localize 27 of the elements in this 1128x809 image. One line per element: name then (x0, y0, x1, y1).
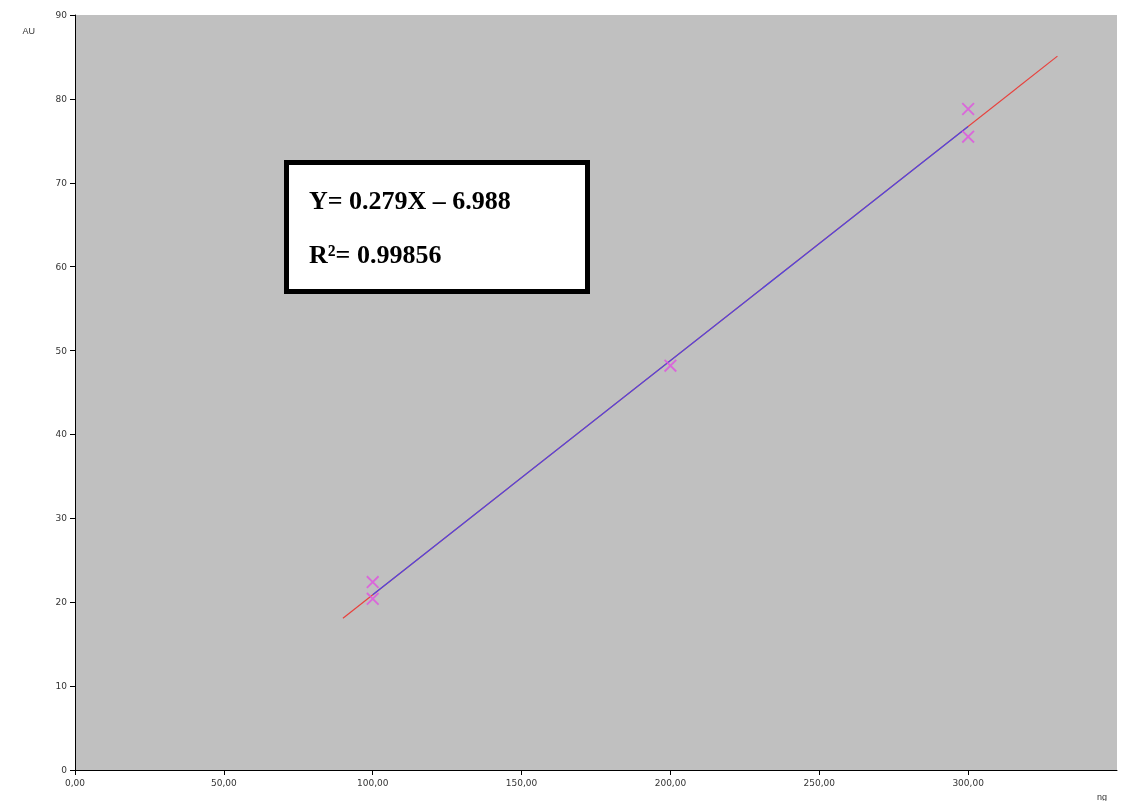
y-tick-label: 70 (55, 177, 68, 188)
y-tick-label: 50 (55, 345, 68, 356)
point (961, 130, 975, 144)
point (663, 359, 677, 373)
y-tick-label: 10 (55, 681, 68, 692)
y-tick-label: 0 (61, 765, 68, 775)
y-tick-label: 90 (55, 10, 68, 20)
point (366, 592, 380, 606)
y-tick-label: 80 (55, 93, 68, 104)
annotation: Y= 0.279X – 6.988 (309, 185, 512, 217)
x-tick-label: 100,00 (356, 777, 389, 788)
x-tick-label: 150,00 (505, 777, 538, 788)
equation-box: Y= 0.279X – 6.988 R²= 0.99856 (284, 160, 590, 294)
x-tick-label: 300,00 (952, 777, 985, 788)
y-tick-label: 30 (55, 513, 68, 524)
annotation: R²= 0.99856 (309, 239, 443, 271)
y-axis-title: AU (22, 25, 35, 36)
x-axis-title: ng (1097, 791, 1108, 802)
y-tick-label: 40 (55, 429, 68, 440)
x-tick-label: 250,00 (803, 777, 836, 788)
y-tick-label: 20 (55, 597, 68, 608)
y-tick-label: 60 (55, 261, 68, 272)
point (961, 102, 975, 116)
x-tick-label: 50,00 (210, 777, 238, 788)
x-tick-label: 200,00 (654, 777, 687, 788)
point (366, 575, 380, 589)
x-tick-label: 0,00 (64, 777, 86, 788)
